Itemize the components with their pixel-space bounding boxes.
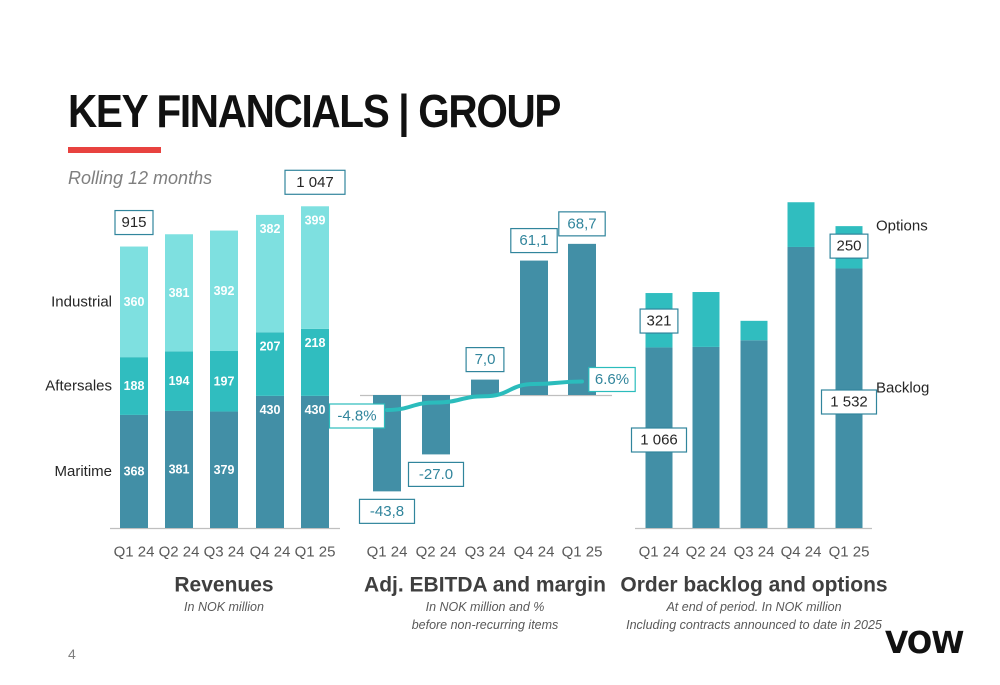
- data-label: 218: [305, 336, 326, 350]
- total-callout: 915: [121, 214, 146, 231]
- revenue-bar-segment: [165, 410, 193, 528]
- ebitda-value-label-box: [358, 498, 416, 524]
- chart-subtitle: In NOK million and %: [426, 600, 545, 614]
- ebitda-bar: [520, 260, 548, 395]
- revenue-bar-segment: [256, 395, 284, 528]
- legend-entry: Options: [876, 218, 928, 235]
- total-callout-box: [114, 209, 154, 236]
- x-tick-label: Q1 24: [639, 544, 680, 561]
- ebitda-value-label: 61,1: [519, 232, 548, 249]
- backlog-bar-segment: [692, 346, 720, 528]
- data-label: 381: [169, 286, 190, 300]
- x-tick-label: Q3 24: [734, 544, 775, 561]
- data-label: 430: [260, 403, 281, 417]
- legend-entry: Maritime: [54, 463, 112, 480]
- backlog-value-label-box: [829, 233, 869, 259]
- chart-title: Revenues: [174, 574, 273, 597]
- backlog-bar-segment: [740, 320, 768, 341]
- revenue-bar-segment: [165, 351, 193, 411]
- chart-title: Order backlog and options: [620, 574, 887, 597]
- x-tick-label: Q3 24: [465, 544, 506, 561]
- data-label: 360: [124, 295, 145, 309]
- legend-entry: Industrial: [51, 293, 112, 310]
- x-tick-label: Q3 24: [204, 544, 245, 561]
- ebitda-value-label: 68,7: [567, 215, 596, 232]
- data-label: 194: [169, 374, 190, 388]
- chart-subtitle: Including contracts announced to date in…: [626, 618, 882, 632]
- x-tick-label: Q2 24: [686, 544, 727, 561]
- data-label: 392: [214, 284, 235, 298]
- ebitda-bar: [471, 379, 499, 395]
- chart-subtitle: before non-recurring items: [412, 618, 559, 632]
- backlog-bar-segment: [692, 292, 720, 347]
- backlog-value-label-box: [639, 308, 679, 334]
- data-label: 399: [305, 213, 326, 227]
- ebitda-value-label: -27.0: [419, 466, 453, 483]
- x-tick-label: Q4 24: [250, 544, 291, 561]
- ebitda-value-label: -43,8: [370, 503, 404, 520]
- margin-label: 6.6%: [595, 371, 629, 388]
- backlog-bar-segment: [740, 340, 768, 528]
- backlog-value-label: 1 532: [830, 394, 868, 411]
- x-tick-label: Q1 25: [562, 544, 603, 561]
- data-label: 207: [260, 339, 281, 353]
- legend-entry: Backlog: [876, 380, 929, 397]
- revenue-bar-segment: [301, 395, 329, 528]
- title-underline: [68, 147, 161, 153]
- backlog-value-label: 1 066: [640, 432, 678, 449]
- ebitda-value-label-box: [465, 347, 505, 373]
- revenue-bar-segment: [256, 214, 284, 333]
- company-logo: VOW: [885, 626, 964, 661]
- data-label: 430: [305, 403, 326, 417]
- data-label: 381: [169, 462, 190, 476]
- backlog-bar-segment: [787, 202, 815, 247]
- x-tick-label: Q1 25: [295, 544, 336, 561]
- chart-subtitle: In NOK million: [184, 600, 264, 614]
- ebitda-value-label-box: [407, 461, 465, 487]
- x-tick-label: Q4 24: [781, 544, 822, 561]
- ebitda-value-label: 7,0: [475, 351, 496, 368]
- x-tick-label: Q1 25: [829, 544, 870, 561]
- revenue-bar-segment: [301, 206, 329, 329]
- data-label: 197: [214, 374, 235, 388]
- page-title: KEY FINANCIALS | GROUP: [68, 85, 561, 137]
- ebitda-value-label-box: [510, 227, 558, 254]
- backlog-value-label-box: [820, 389, 878, 415]
- data-label: 368: [124, 464, 145, 478]
- data-label: 382: [260, 222, 281, 236]
- x-tick-label: Q4 24: [514, 544, 555, 561]
- data-label: 379: [214, 463, 235, 477]
- revenue-bar-segment: [120, 414, 148, 528]
- x-tick-label: Q1 24: [114, 544, 155, 561]
- backlog-value-label: 321: [646, 313, 671, 330]
- revenue-bar-segment: [165, 234, 193, 352]
- margin-label-box: [588, 366, 636, 393]
- page-subtitle: Rolling 12 months: [68, 168, 213, 188]
- legend-entry: Aftersales: [45, 378, 112, 395]
- margin-line: [385, 379, 584, 412]
- x-tick-label: Q2 24: [159, 544, 200, 561]
- ebitda-value-label-box: [558, 211, 606, 237]
- revenue-bar-segment: [120, 357, 148, 415]
- data-label: 188: [124, 379, 145, 393]
- x-tick-label: Q1 24: [367, 544, 408, 561]
- backlog-value-label-box: [630, 427, 688, 453]
- revenue-bar-segment: [210, 411, 238, 528]
- total-callout: 1 047: [296, 174, 334, 191]
- revenue-bar-segment: [301, 328, 329, 396]
- x-tick-label: Q2 24: [416, 544, 457, 561]
- revenue-bar-segment: [210, 351, 238, 412]
- chart-title: Adj. EBITDA and margin: [364, 574, 606, 597]
- total-callout-box: [284, 169, 346, 195]
- backlog-value-label: 250: [836, 238, 861, 255]
- revenue-bar-segment: [256, 332, 284, 396]
- page-number: 4: [68, 646, 76, 662]
- backlog-bar-segment: [787, 246, 815, 528]
- margin-label-box: [328, 403, 386, 429]
- revenue-bar-segment: [120, 246, 148, 358]
- revenue-bar-segment: [210, 230, 238, 352]
- margin-label: -4.8%: [337, 408, 376, 425]
- chart-subtitle: At end of period. In NOK million: [665, 600, 841, 614]
